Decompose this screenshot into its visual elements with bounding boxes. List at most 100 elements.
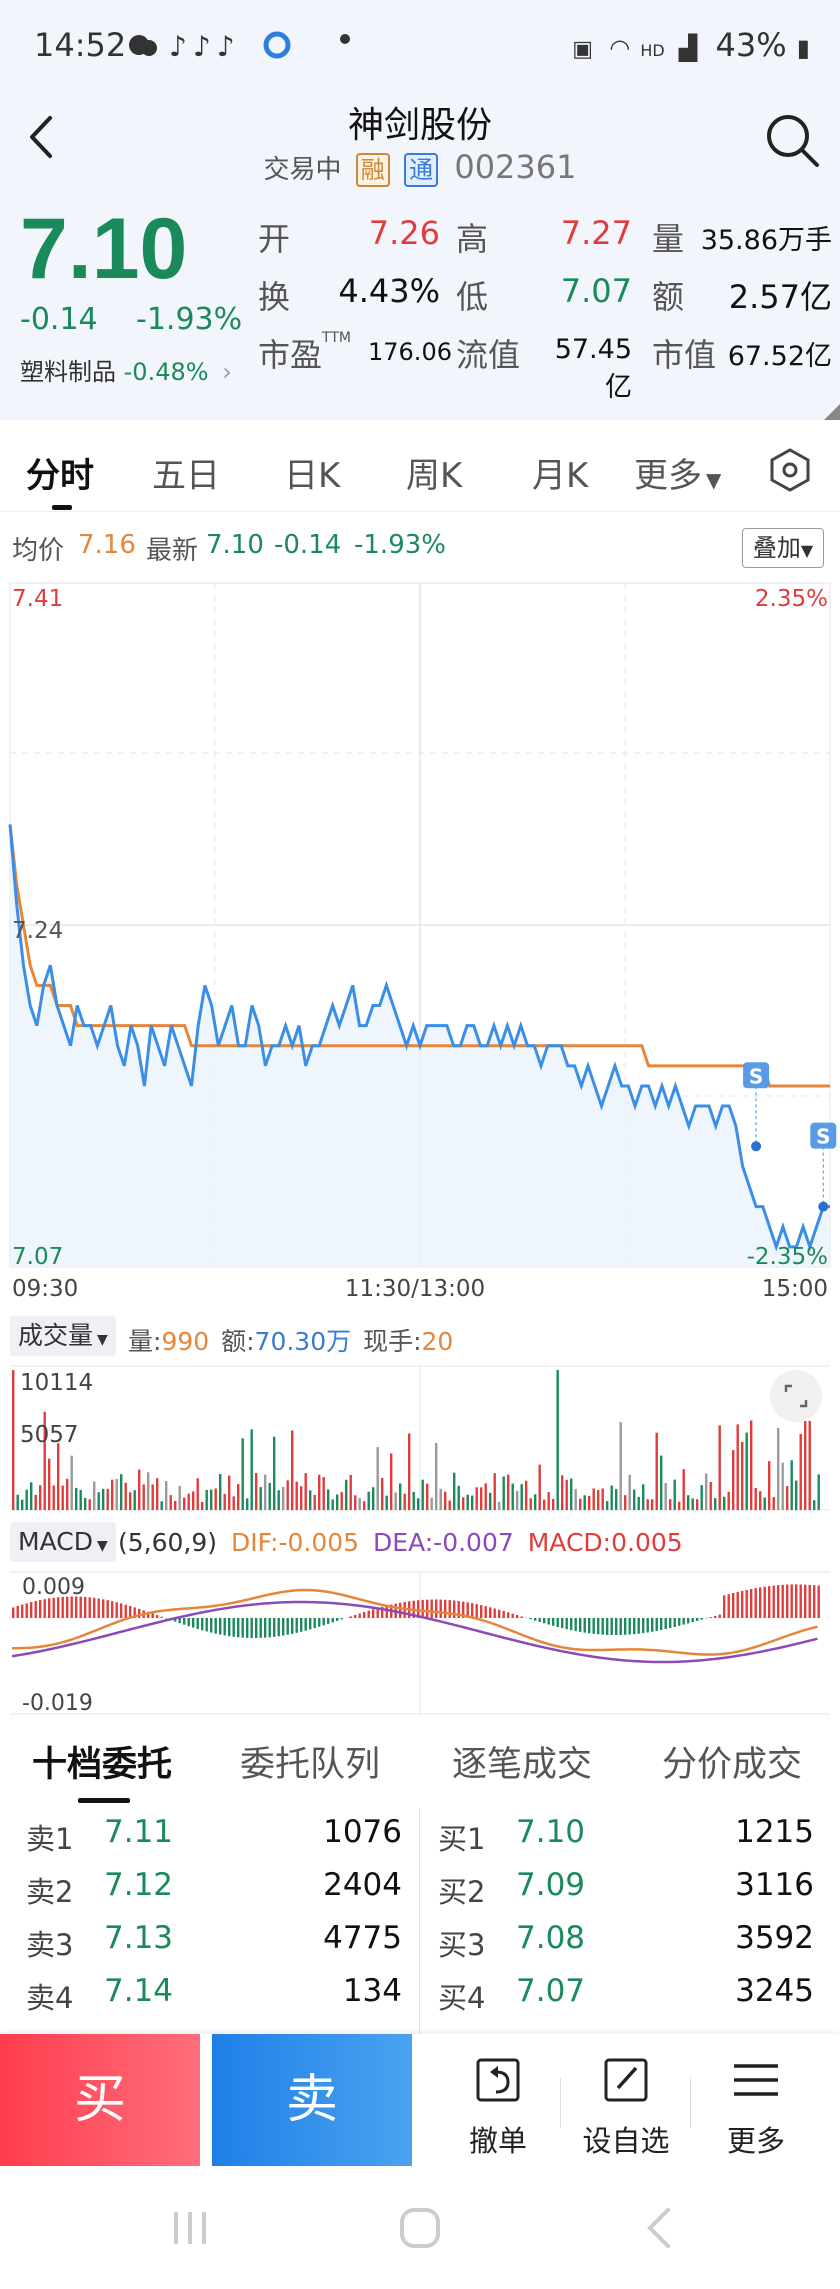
nav-back-icon[interactable] [636,2204,684,2252]
add-watchlist-label: 设自选 [582,2124,670,2158]
volume-bar [156,1478,159,1510]
volume-bar [196,1478,199,1510]
back-arrow-icon[interactable] [18,110,72,164]
buy-level-label: 买4 [438,1981,486,2015]
pe-value: 176.06 [368,338,452,366]
volume-bar [300,1486,303,1510]
tab-tick-trades[interactable]: 逐笔成交 [452,1745,593,1785]
sell-level-price: 7.13 [104,1920,174,1956]
macd-histogram-bar [358,1613,361,1618]
volume-bar [808,1420,811,1510]
macd-histogram-bar [241,1618,244,1638]
price-axis-max: 7.41 [12,586,63,612]
active-orderbook-tab-indicator [78,1798,130,1803]
buy-level-price: 7.08 [516,1920,586,1956]
tab-monthly-k[interactable]: 月K [532,456,589,496]
overlay-button[interactable]: 叠加▼ [742,528,824,568]
volume-stats: 量:990 额:70.30万 现手:20 [128,1322,453,1358]
volume-bar [115,1479,118,1510]
macd-histogram-bar [291,1618,294,1634]
macd-histogram-bar [264,1618,267,1638]
volume-bar [52,1485,55,1510]
macd-histogram-bar [309,1618,312,1630]
macd-histogram-bar [507,1612,510,1618]
macd-histogram-bar [781,1584,784,1618]
macd-histogram-bar [570,1618,573,1631]
expand-corner-icon[interactable] [824,404,840,420]
battery-icon: ▮ [796,34,810,62]
volume-bar [624,1495,627,1510]
volume-bar [709,1482,712,1510]
volume-bar [772,1497,775,1510]
macd-histogram-bar [574,1618,577,1632]
pe-label-text: 市盈 [258,336,323,374]
macd-histogram-bar [615,1618,618,1636]
buy-button[interactable]: 买 [0,2034,200,2166]
volume-bar [408,1433,411,1510]
signal-icon: ▟ [678,34,698,62]
macd-histogram-bar [552,1618,555,1626]
tab-ten-level[interactable]: 十档委托 [32,1745,173,1785]
tab-weekly-k[interactable]: 周K [406,456,463,496]
macd-histogram-bar [471,1603,474,1618]
macd-histogram-bar [93,1597,96,1618]
macd-histogram-bar [21,1604,24,1618]
volume-bar [349,1474,352,1510]
more-button[interactable]: 更多 [696,2034,816,2166]
intraday-chart[interactable]: SS 7.41 7.24 7.07 2.35% -2.35% 09:30 11:… [0,578,840,1308]
sell-marker-dot [818,1201,829,1212]
macd-indicator-select[interactable]: MACD ▼ [10,1522,116,1562]
macd-histogram-bar [214,1618,217,1634]
volume-bar [214,1488,217,1510]
sell-button[interactable]: 卖 [212,2034,412,2166]
sector-link[interactable]: 塑料制品 -0.48% › [20,352,232,387]
search-icon[interactable] [762,110,822,170]
dea-label: DEA: [373,1528,434,1557]
volume-bar [763,1497,766,1510]
cancel-order-button[interactable]: 撤单 [438,2034,558,2166]
pct-axis-max: 2.35% [755,586,828,612]
volume-bar [345,1479,348,1510]
macd-histogram-bar [210,1618,213,1633]
volume-bar [241,1438,244,1510]
volume-bar [498,1501,501,1510]
buy-level-price: 7.09 [516,1867,586,1903]
macd-histogram-bar [673,1618,676,1627]
buy-level-volume: 3116 [735,1867,814,1903]
macd-header: MACD ▼ (5,60,9) DIF:-0.005 DEA:-0.007 MAC… [0,1516,840,1568]
tab-five-day[interactable]: 五日 [152,456,220,496]
volume-bar [615,1489,618,1510]
macd-histogram-bar [174,1618,177,1622]
volume-bar [417,1498,420,1510]
chart-tabs: 分时 五日 日K 周K 月K 更多 ▼ [0,428,840,512]
tab-price-volume[interactable]: 分价成交 [662,1745,803,1785]
macd-histogram-bar [237,1618,240,1638]
fullscreen-icon[interactable] [770,1370,822,1422]
volume-bar [259,1487,262,1510]
add-watchlist-button[interactable]: 设自选 [566,2034,686,2166]
macd-histogram-bar [178,1618,181,1624]
volume-bar [246,1498,249,1510]
settings-hexagon-icon[interactable] [766,446,814,494]
quote-panel: 7.10 -0.14 -1.93% 塑料制品 -0.48% › 开 7.26 高… [0,192,840,420]
sell-level-volume: 1076 [323,1814,402,1850]
volume-bar [84,1497,87,1510]
action-separator [560,2078,561,2128]
volume-bar [565,1479,568,1510]
tab-intraday[interactable]: 分时 [26,456,94,496]
macd-histogram-bar [633,1618,636,1635]
volume-bar [817,1474,820,1510]
volume-chip-label: 成交量 [18,1321,94,1350]
tab-order-queue[interactable]: 委托队列 [240,1745,381,1785]
cancel-order-label: 撤单 [468,2124,527,2158]
tab-daily-k[interactable]: 日K [284,456,341,496]
volume-bar [106,1488,109,1510]
volume-bar [133,1490,136,1510]
tab-more[interactable]: 更多 ▼ [634,448,721,497]
volume-bar [714,1498,717,1510]
volume-indicator-select[interactable]: 成交量 ▼ [10,1316,116,1356]
volume-bar [660,1455,663,1510]
home-icon[interactable] [396,2204,444,2252]
volume-bar [466,1494,469,1510]
recent-apps-icon[interactable] [166,2204,214,2252]
